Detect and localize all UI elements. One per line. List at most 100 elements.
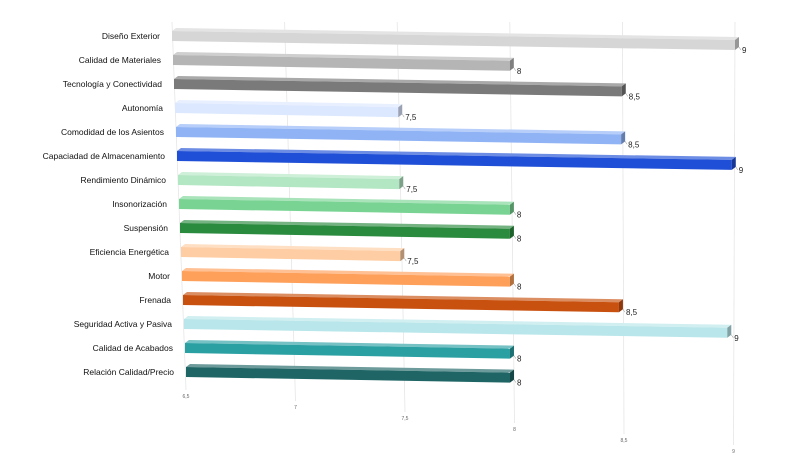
category-label-7: Insonorización — [112, 199, 167, 209]
value-leader-8 — [513, 235, 517, 239]
bar-end-face-9 — [400, 248, 405, 262]
bar-7 — [179, 196, 514, 215]
category-label-9: Eficiencia Energética — [90, 247, 170, 257]
bar-front-face-1 — [173, 55, 510, 71]
bar-top-face-0 — [172, 28, 739, 41]
bar-front-face-8 — [180, 223, 510, 239]
value-label-13: 8 — [517, 355, 522, 364]
category-label-8: Suspensión — [124, 223, 169, 233]
value-leader-4 — [624, 141, 628, 145]
bar-9 — [181, 244, 405, 262]
category-label-0: Diseño Exterior — [102, 31, 160, 41]
bar-top-face-1 — [173, 52, 514, 61]
category-label-14: Relación Calidad/Precio — [83, 367, 174, 377]
bar-4 — [176, 124, 626, 145]
bar-end-face-12 — [727, 324, 732, 338]
value-label-12: 9 — [734, 334, 739, 343]
value-leader-13 — [513, 355, 517, 359]
bar-front-face-2 — [174, 79, 622, 97]
value-leader-9 — [404, 257, 407, 262]
value-label-5: 9 — [739, 166, 744, 175]
bar-end-face-7 — [509, 201, 514, 215]
value-label-1: 8 — [517, 67, 522, 76]
bar-end-face-0 — [735, 37, 739, 51]
value-leader-7 — [513, 211, 517, 215]
value-label-0: 9 — [742, 46, 747, 55]
bar-front-face-5 — [177, 151, 732, 170]
bar-end-face-6 — [399, 176, 404, 190]
bar-front-face-6 — [178, 175, 400, 190]
bar-end-face-10 — [509, 273, 514, 287]
bar-end-face-2 — [621, 83, 626, 97]
bar-end-face-5 — [731, 156, 736, 170]
bar-top-face-8 — [180, 220, 514, 229]
bar-6 — [178, 172, 404, 190]
bar-end-face-1 — [509, 57, 514, 71]
bar-end-face-4 — [621, 131, 626, 145]
x-tick-label-4: 8,5 — [621, 438, 628, 444]
category-label-1: Calidad de Materiales — [79, 55, 161, 65]
bar-14 — [186, 364, 514, 383]
bar-front-face-3 — [175, 103, 399, 118]
value-label-8: 8 — [517, 235, 522, 244]
value-leader-0 — [738, 46, 742, 51]
bar-top-face-2 — [174, 76, 626, 87]
bar-end-face-3 — [398, 104, 403, 118]
bar-11 — [183, 292, 623, 313]
x-tick-label-0: 6,5 — [183, 394, 190, 400]
bar-end-face-13 — [509, 345, 514, 359]
value-label-7: 8 — [517, 211, 522, 220]
bar-front-face-10 — [182, 271, 510, 287]
value-leader-14 — [513, 379, 517, 383]
bar-top-face-7 — [179, 196, 514, 205]
bar-front-face-11 — [183, 295, 619, 313]
bar-0 — [172, 28, 739, 51]
bar-end-face-11 — [618, 299, 623, 313]
bar-front-face-13 — [185, 343, 510, 359]
x-tick-label-1: 7 — [294, 405, 297, 411]
bar-end-face-8 — [509, 225, 514, 239]
bar-top-face-3 — [175, 100, 403, 108]
x-tick-label-3: 8 — [513, 427, 516, 433]
category-label-12: Seguridad Activa y Pasiva — [74, 319, 173, 329]
bar-top-face-10 — [182, 268, 514, 277]
value-label-3: 7,5 — [405, 113, 417, 122]
value-label-2: 8,5 — [629, 92, 641, 101]
bar-10 — [182, 268, 514, 287]
value-leader-6 — [403, 186, 406, 190]
value-leader-2 — [625, 93, 628, 97]
bar-top-face-13 — [185, 340, 514, 349]
bar-12 — [184, 316, 732, 338]
bar-top-face-4 — [176, 124, 626, 135]
category-label-6: Rendimiento Dinámico — [80, 175, 166, 185]
value-label-9: 7,5 — [407, 257, 419, 266]
value-leader-12 — [731, 334, 734, 338]
category-label-5: Capaciadad de Almacenamiento — [43, 151, 166, 161]
bar-front-face-12 — [184, 319, 728, 338]
bar-1 — [173, 52, 514, 71]
bars-layer — [172, 28, 739, 383]
value-label-11: 8,5 — [626, 308, 638, 317]
bar-5 — [177, 148, 736, 170]
bar-top-face-14 — [186, 364, 514, 373]
value-label-6: 7,5 — [406, 185, 418, 194]
bar-front-face-7 — [179, 199, 510, 215]
value-leader-3 — [402, 114, 405, 118]
bar-top-face-11 — [183, 292, 623, 303]
value-label-14: 8 — [517, 379, 522, 388]
bar-2 — [174, 76, 626, 97]
bar-13 — [185, 340, 514, 359]
grid-line-5 — [733, 21, 736, 446]
value-label-10: 8 — [517, 283, 522, 292]
bar-top-face-12 — [184, 316, 732, 328]
category-label-3: Autonomía — [122, 103, 163, 113]
labels-layer: 9 Diseño Exterior 8 Calidad de Materiales 8,… — [43, 31, 747, 388]
category-label-10: Motor — [148, 271, 170, 281]
bar-3 — [175, 100, 403, 118]
value-leader-11 — [622, 309, 626, 313]
value-label-4: 8,5 — [628, 140, 640, 149]
value-leader-5 — [735, 166, 738, 171]
value-leader-1 — [513, 67, 517, 71]
